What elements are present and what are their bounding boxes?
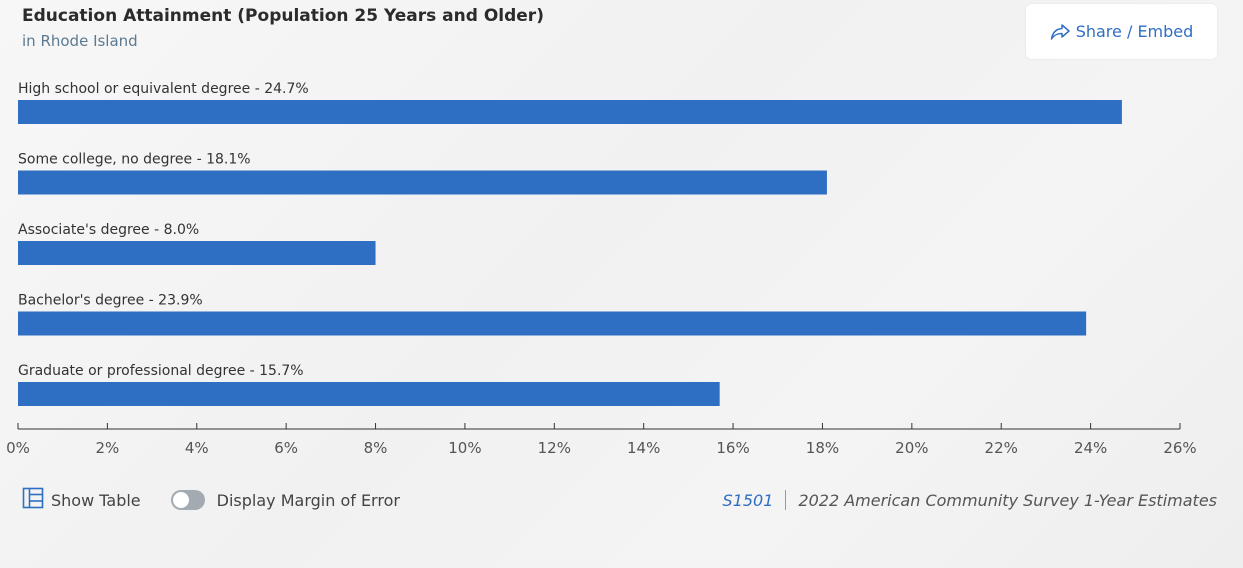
chart-subtitle: in Rhode Island bbox=[22, 32, 138, 50]
bar bbox=[18, 311, 1087, 336]
show-table-label: Show Table bbox=[51, 490, 141, 510]
x-tick-label: 22% bbox=[985, 439, 1018, 457]
bar-chart: High school or equivalent degree - 24.7%… bbox=[6, 81, 1197, 457]
source-divider bbox=[785, 490, 787, 510]
bar-label: Bachelor's degree - 23.9% bbox=[18, 293, 203, 309]
x-tick-label: 8% bbox=[364, 439, 388, 457]
x-tick-label: 10% bbox=[448, 439, 481, 457]
x-tick-label: 14% bbox=[627, 439, 660, 457]
x-tick-label: 18% bbox=[806, 439, 839, 457]
margin-of-error-label: Display Margin of Error bbox=[216, 490, 400, 510]
x-tick-label: 4% bbox=[185, 439, 209, 457]
x-tick-label: 26% bbox=[1163, 439, 1196, 457]
margin-of-error-toggle[interactable]: Display Margin of Error bbox=[170, 490, 400, 510]
bar-label: High school or equivalent degree - 24.7% bbox=[18, 81, 309, 97]
bar-label: Some college, no degree - 18.1% bbox=[18, 152, 251, 168]
table-icon bbox=[22, 487, 44, 513]
bar bbox=[18, 170, 827, 195]
share-embed-button[interactable]: Share / Embed bbox=[1026, 4, 1217, 59]
x-tick-label: 24% bbox=[1074, 439, 1107, 457]
x-tick-label: 16% bbox=[716, 439, 749, 457]
bar bbox=[18, 382, 720, 406]
share-icon bbox=[1050, 23, 1070, 40]
x-tick-label: 2% bbox=[95, 439, 119, 457]
x-tick-label: 6% bbox=[274, 439, 298, 457]
chart-title: Education Attainment (Population 25 Year… bbox=[22, 6, 544, 26]
bar-label: Associate's degree - 8.0% bbox=[18, 222, 199, 238]
table-code-link[interactable]: S1501 bbox=[722, 490, 774, 510]
toggle-switch[interactable] bbox=[170, 490, 205, 510]
x-tick-label: 0% bbox=[6, 439, 30, 457]
bar-label: Graduate or professional degree - 15.7% bbox=[18, 363, 304, 379]
x-tick-label: 12% bbox=[538, 439, 571, 457]
bar bbox=[18, 100, 1122, 124]
show-table-button[interactable]: Show Table bbox=[22, 487, 141, 513]
x-tick-label: 20% bbox=[895, 439, 928, 457]
share-embed-label: Share / Embed bbox=[1075, 22, 1194, 41]
toggle-knob bbox=[172, 492, 189, 508]
source-text: 2022 American Community Survey 1-Year Es… bbox=[798, 490, 1217, 510]
bar bbox=[18, 241, 376, 265]
